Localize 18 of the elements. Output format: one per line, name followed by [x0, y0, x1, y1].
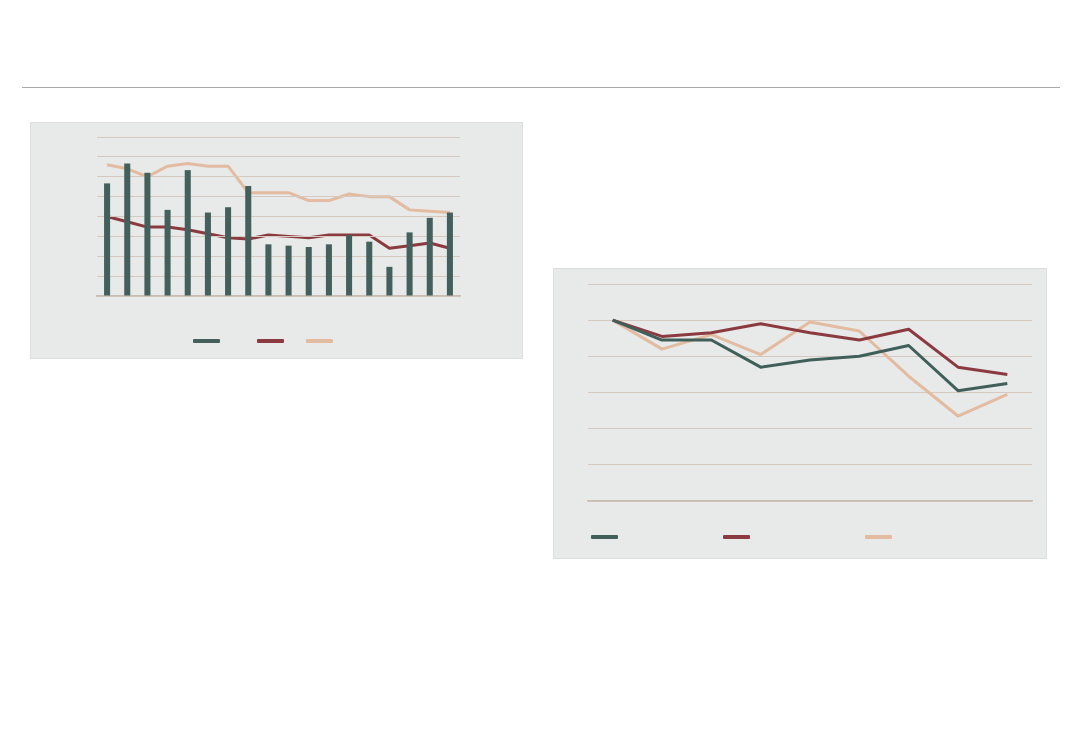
bar [265, 244, 272, 296]
bar [144, 172, 151, 296]
bar [245, 186, 252, 296]
bar [325, 244, 332, 296]
bar [184, 170, 191, 296]
bar [305, 246, 312, 296]
bar [366, 241, 373, 296]
bar [225, 207, 232, 296]
bar [346, 235, 353, 296]
bar [406, 232, 413, 296]
bar [104, 183, 111, 296]
bar [124, 163, 131, 296]
bar [446, 212, 453, 296]
bar [204, 212, 211, 296]
bar [426, 217, 433, 296]
bar [285, 245, 292, 296]
bar [164, 209, 171, 296]
bar [386, 266, 393, 296]
